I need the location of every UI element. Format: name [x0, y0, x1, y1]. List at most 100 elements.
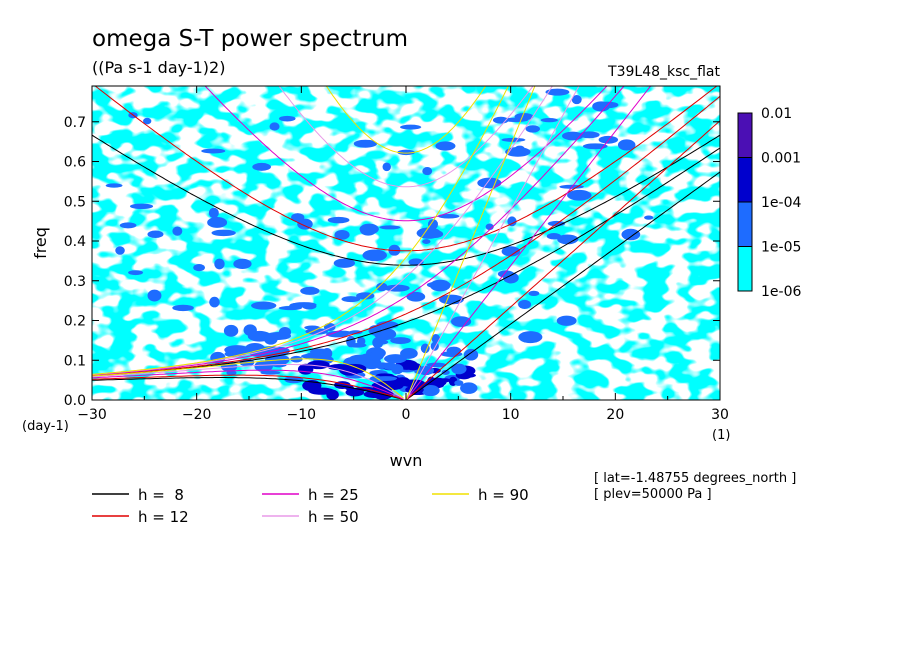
rossby-wave-curve [92, 374, 404, 400]
legend-label: h = 90 [478, 486, 529, 504]
spectral-blob [379, 225, 401, 230]
spectral-blob [269, 122, 280, 131]
spectral-blob [431, 334, 441, 344]
spectral-blob [382, 162, 391, 172]
spectral-blob [128, 270, 144, 276]
spectral-blob [353, 139, 378, 148]
spectral-blob [264, 334, 278, 345]
spectral-blob [214, 258, 225, 270]
spectral-blob [115, 246, 125, 255]
spectral-blob [546, 233, 562, 240]
x-tick-label: 20 [606, 407, 624, 423]
spectral-blob [224, 345, 250, 355]
spectral-blob [209, 296, 220, 308]
x-tick-label: −10 [287, 407, 317, 423]
spectral-blob [305, 328, 329, 335]
rossby-wave-curve [92, 369, 404, 400]
kelvin-wave-curve [405, 86, 536, 400]
spectral-blob [208, 207, 219, 219]
y-tick-label: 0.3 [64, 274, 86, 290]
spectral-blob [421, 385, 440, 397]
chart-title: omega S-T power spectrum [92, 26, 408, 52]
spectral-blob [326, 330, 349, 338]
spectral-blob [397, 149, 416, 156]
spectral-blob [525, 125, 541, 133]
dispersion-curves [92, 86, 720, 400]
spectral-blob [477, 177, 502, 189]
lat-annotation: [ lat=-1.48755 degrees_north ] [594, 471, 796, 486]
spectral-blob [400, 124, 422, 130]
spectral-blob [451, 316, 472, 327]
spectral-blob [201, 148, 226, 154]
spectral-blob [297, 218, 313, 230]
spectral-blob [300, 286, 320, 295]
spectral-blob [556, 315, 577, 326]
colorbar-swatch [737, 112, 753, 158]
spectral-blob [327, 216, 350, 224]
legend-label: h = 25 [308, 486, 359, 504]
y-unit-label: (day-1) [22, 419, 69, 434]
spectral-blob [223, 324, 239, 337]
spectral-blob [422, 166, 433, 176]
spectral-blob [119, 222, 137, 229]
spectral-blob [507, 216, 517, 227]
colorbar-label: 1e-04 [761, 195, 801, 211]
x-tick-label: 0 [402, 407, 411, 423]
spectral-blob [207, 217, 228, 228]
spectral-blob [441, 369, 450, 375]
colorbar-label: 1e-05 [761, 240, 801, 256]
x-unit-label: (1) [712, 428, 730, 443]
spectral-blob [147, 230, 164, 239]
spectral-blob [429, 279, 451, 292]
kelvin-wave-curve [405, 86, 580, 400]
x-tick-label: 10 [502, 407, 520, 423]
spectral-blob [528, 290, 540, 296]
spectral-blob [455, 372, 476, 378]
spectral-blob [341, 296, 361, 303]
inertia-gravity-curve [94, 86, 718, 252]
spectral-blob [348, 342, 367, 348]
spectral-blob [567, 189, 592, 201]
y-tick-label: 0.1 [64, 353, 86, 369]
y-axis-title: freq [31, 227, 50, 259]
spectral-blob-strong [402, 379, 426, 388]
spectral-blob [503, 272, 519, 284]
spectral-blob [621, 228, 641, 241]
spectral-blob [454, 380, 464, 386]
spectral-blob [252, 162, 272, 171]
inertia-gravity-curve [278, 86, 534, 188]
rossby-wave-curve [92, 358, 404, 399]
x-tick-label: −30 [77, 407, 107, 423]
kelvin-wave-curve [405, 86, 652, 400]
spectral-blob [193, 264, 205, 272]
spectral-blob [384, 284, 410, 292]
colorbar-swatch [737, 246, 753, 292]
colorbar-swatch [737, 157, 753, 203]
spectral-blob [406, 291, 426, 302]
x-axis-title: wvn [390, 451, 423, 470]
spectral-blob [304, 325, 321, 330]
spectral-blob [420, 343, 430, 354]
spectral-blob [503, 117, 529, 123]
x-axis: −30 −20 −10 0 10 20 30 [77, 86, 729, 423]
spectral-blob [437, 378, 452, 383]
spectral-blob [518, 331, 543, 344]
spectral-blob [278, 115, 296, 122]
plev-annotation: [ plev=50000 Pa ] [594, 487, 712, 502]
spectral-blob [501, 137, 526, 142]
y-axis: 0.0 0.1 0.2 0.3 0.4 0.5 0.6 0.7 [64, 115, 720, 409]
spectral-blob [501, 246, 521, 257]
spectral-blob [435, 141, 456, 151]
spectral-blob [571, 95, 582, 105]
spectral-blob [437, 213, 460, 219]
spectral-blob [291, 213, 305, 222]
y-tick-label: 0.7 [64, 115, 86, 131]
spectral-blob [243, 324, 257, 336]
spectral-blob [644, 215, 654, 220]
spectral-blob [226, 370, 237, 376]
spectral-blob [129, 203, 154, 210]
colorbar-label: 1e-06 [761, 284, 801, 300]
mixed-rossby-gravity-curve [92, 86, 625, 376]
spectral-blob [105, 183, 123, 188]
y-tick-label: 0.5 [64, 194, 86, 210]
